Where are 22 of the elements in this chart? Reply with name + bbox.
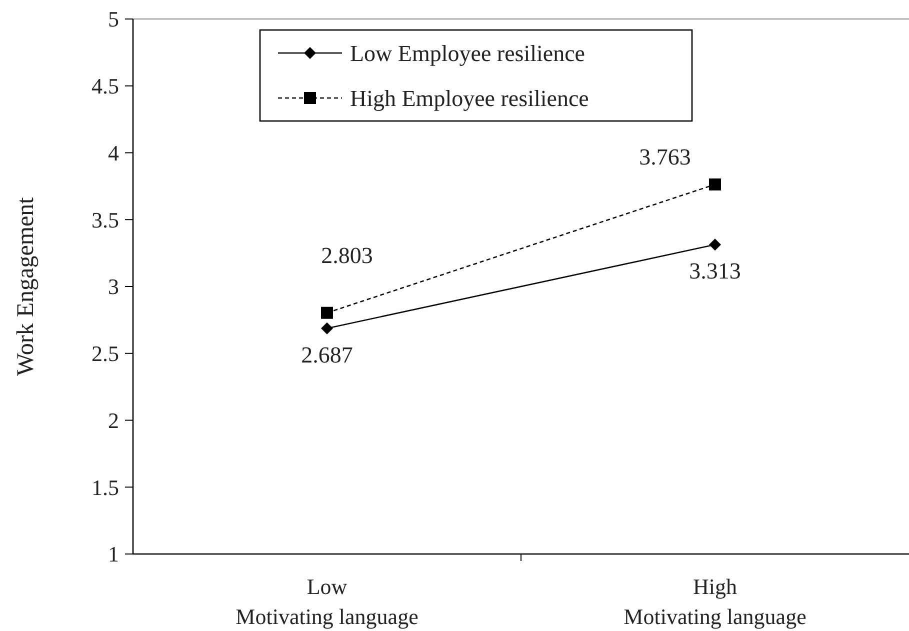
point	[321, 306, 333, 319]
x-tick-label: Low Motivating language	[236, 574, 418, 629]
y-tick-label: 2	[108, 408, 119, 433]
data-label: 3.313	[689, 258, 741, 284]
y-tick-label: 3.5	[92, 207, 119, 232]
data-label: 2.803	[321, 242, 373, 268]
y-tick-label: 2.5	[92, 341, 119, 366]
y-tick-label: 4	[108, 140, 119, 166]
legend-label: Low Employee resilience	[350, 41, 586, 66]
y-tick-label: 1	[108, 542, 119, 567]
legend-label: High Employee resilience	[350, 86, 589, 112]
data-label: 2.687	[301, 342, 353, 368]
y-axis-title: Work Engagement	[13, 196, 39, 376]
point	[709, 178, 721, 190]
y-tick-label: 4.5	[92, 74, 119, 99]
data-label: 3.763	[639, 144, 691, 170]
y-tick-label: 1.5	[92, 474, 119, 500]
y-tick-label: 3	[108, 274, 119, 300]
y-tick-label: 5	[108, 6, 119, 32]
point	[709, 238, 721, 251]
point	[321, 322, 333, 334]
x-tick-label: High Motivating language	[624, 574, 806, 629]
